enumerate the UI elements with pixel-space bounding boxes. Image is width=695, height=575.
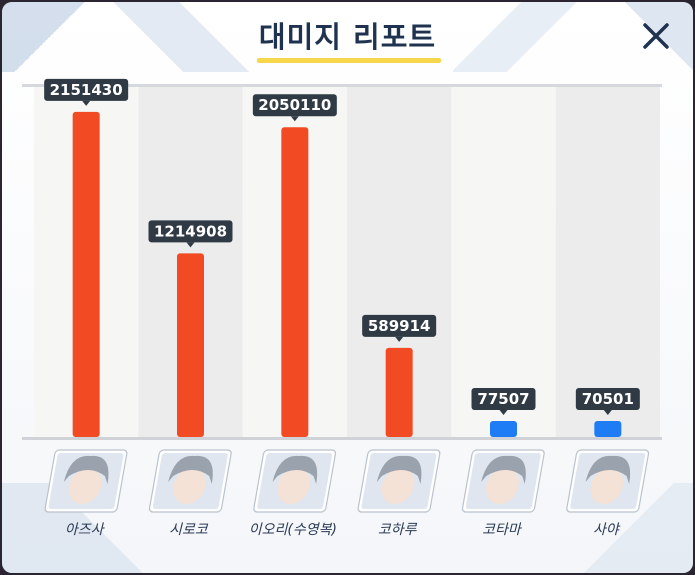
portrait-face [277,468,311,504]
portrait-face [486,468,519,504]
bar-1[interactable] [72,111,100,438]
value-label-box [575,388,640,410]
character-portrait-5[interactable] [461,449,545,513]
bar-value-text: 2151430 [50,81,123,99]
bar-value-text: 1214908 [154,222,227,240]
portrait-hair [63,455,109,484]
character-name-6: 사야 [593,522,621,538]
value-label-box [148,220,233,243]
character-name-1: 아즈사 [65,522,106,538]
column-background-6 [555,86,660,437]
value-label-pointer [395,336,404,342]
bar-value-text: 70501 [582,390,634,408]
close-button[interactable] [636,16,676,56]
character-name-4: 코하루 [378,522,418,538]
plot-baseline [22,437,662,440]
dialog-title: 대미지 리포트 [258,20,437,54]
value-label-box [471,388,536,410]
portrait-hair [272,455,318,484]
bar-value-label-6: 70501 [575,388,640,415]
portrait-hair [376,455,422,484]
bar-value-text: 589914 [368,317,431,335]
portrait-hair [481,455,526,484]
bar-value-label-5: 77507 [471,388,536,415]
bar-value-text: 77507 [477,390,529,408]
bar-value-label-1: 2151430 [44,78,129,106]
title-underline [257,58,441,63]
value-label-box [252,94,337,117]
portrait-face [381,468,415,504]
character-portrait-6[interactable] [566,449,650,513]
character-portrait-3[interactable] [253,449,337,513]
value-label-box [362,314,437,337]
character-portrait-2[interactable] [148,449,232,513]
value-label-pointer [186,242,195,248]
character-name-2: 시로코 [169,522,209,538]
bar-5[interactable] [490,421,517,437]
value-label-pointer [82,100,91,106]
bar-3[interactable] [281,127,309,437]
bar-6[interactable] [594,421,622,437]
bar-4[interactable] [385,347,413,437]
bar-value-label-3: 2050110 [252,94,337,122]
character-portrait-1[interactable] [44,449,128,513]
character-name-5: 코타마 [482,522,523,538]
value-label-box [44,78,129,101]
bar-value-text: 2050110 [258,96,331,114]
character-portrait-4[interactable] [357,449,441,513]
column-background-5 [451,86,556,437]
portrait-face [590,468,624,504]
portrait-hair [168,455,213,484]
character-name-3: 이오리(수영복) [249,522,337,538]
portrait-face [68,468,102,504]
portrait-hair [585,455,631,484]
close-icon [643,23,669,49]
bar-value-label-4: 589914 [362,314,437,342]
bar-value-label-2: 1214908 [148,220,233,248]
value-label-pointer [290,116,299,122]
bar-2[interactable] [177,253,204,437]
portrait-face [173,468,206,504]
value-label-pointer [499,410,508,415]
header-decoration-left [2,2,262,72]
plot-top-line [22,84,662,87]
value-label-pointer [603,410,612,415]
